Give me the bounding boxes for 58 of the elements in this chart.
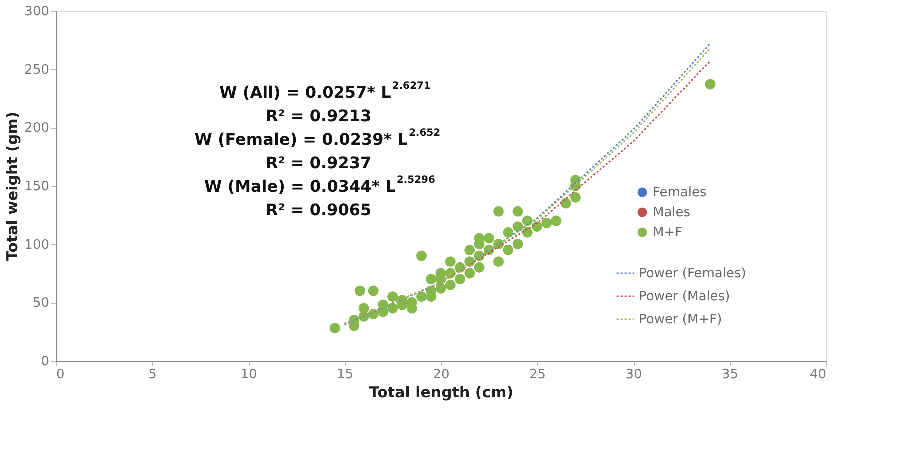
legend-label: Males [653, 206, 691, 220]
point [705, 79, 716, 90]
point [445, 256, 456, 268]
x-tick-label: 5 [148, 368, 157, 382]
y-tick-label: 100 [24, 238, 50, 253]
y-tick-label: 300 [24, 4, 50, 20]
point [354, 286, 366, 296]
annotation: R² = 0.9213 [266, 106, 372, 126]
point [570, 192, 581, 203]
y-tick-label: 250 [24, 62, 50, 78]
legend-label: Power (M+F) [639, 312, 722, 328]
point [522, 227, 533, 238]
point [532, 222, 542, 232]
x-tick-label: 20 [433, 368, 450, 382]
legend-label: Females [653, 186, 708, 200]
y-tick-label: 150 [24, 180, 50, 194]
x-axis-title: Total length (cm) [369, 384, 514, 402]
x-tick-label: 35 [722, 368, 739, 382]
point [474, 262, 485, 273]
point [484, 233, 494, 244]
point [551, 216, 562, 226]
x-tick-label: 25 [529, 368, 546, 382]
x-tick-label: 15 [336, 368, 354, 382]
annotation: R² = 0.9237 [266, 154, 372, 172]
point [494, 206, 504, 217]
point [464, 244, 476, 256]
point [560, 198, 572, 209]
point [494, 256, 504, 268]
point [330, 323, 340, 334]
point [512, 239, 524, 250]
x-tick-label: 30 [626, 368, 642, 382]
point [388, 292, 398, 302]
point [426, 274, 437, 285]
point [512, 206, 524, 217]
legend-label: Power (Females) [639, 266, 746, 282]
point [445, 280, 456, 290]
point [416, 250, 427, 262]
point [436, 283, 446, 294]
point [388, 303, 398, 314]
x-tick-label: 10 [240, 368, 258, 382]
y-axis-title: Total weight (gm) [4, 112, 22, 262]
point [358, 303, 370, 314]
point [464, 268, 476, 279]
point [503, 227, 514, 238]
point [455, 274, 466, 285]
y-tick-label: 200 [24, 121, 50, 136]
y-tick-label: 50 [32, 296, 50, 312]
legend-label: M+F [653, 226, 683, 240]
point [503, 244, 514, 256]
annotation: R² = 0.9065 [266, 200, 372, 220]
point [416, 292, 427, 302]
y-tick-label: 0 [41, 354, 50, 370]
x-tick-label: 0 [56, 368, 65, 382]
point [368, 286, 379, 296]
legend-label: Power (Males) [639, 290, 730, 304]
point [512, 222, 524, 232]
point [542, 218, 552, 229]
x-tick-label: 40 [810, 368, 826, 382]
